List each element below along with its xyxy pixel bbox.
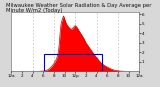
Bar (44, 54, 102, 71)
Text: Milwaukee Weather Solar Radiation & Day Average per Minute W/m2 (Today): Milwaukee Weather Solar Radiation & Day … (6, 3, 152, 13)
